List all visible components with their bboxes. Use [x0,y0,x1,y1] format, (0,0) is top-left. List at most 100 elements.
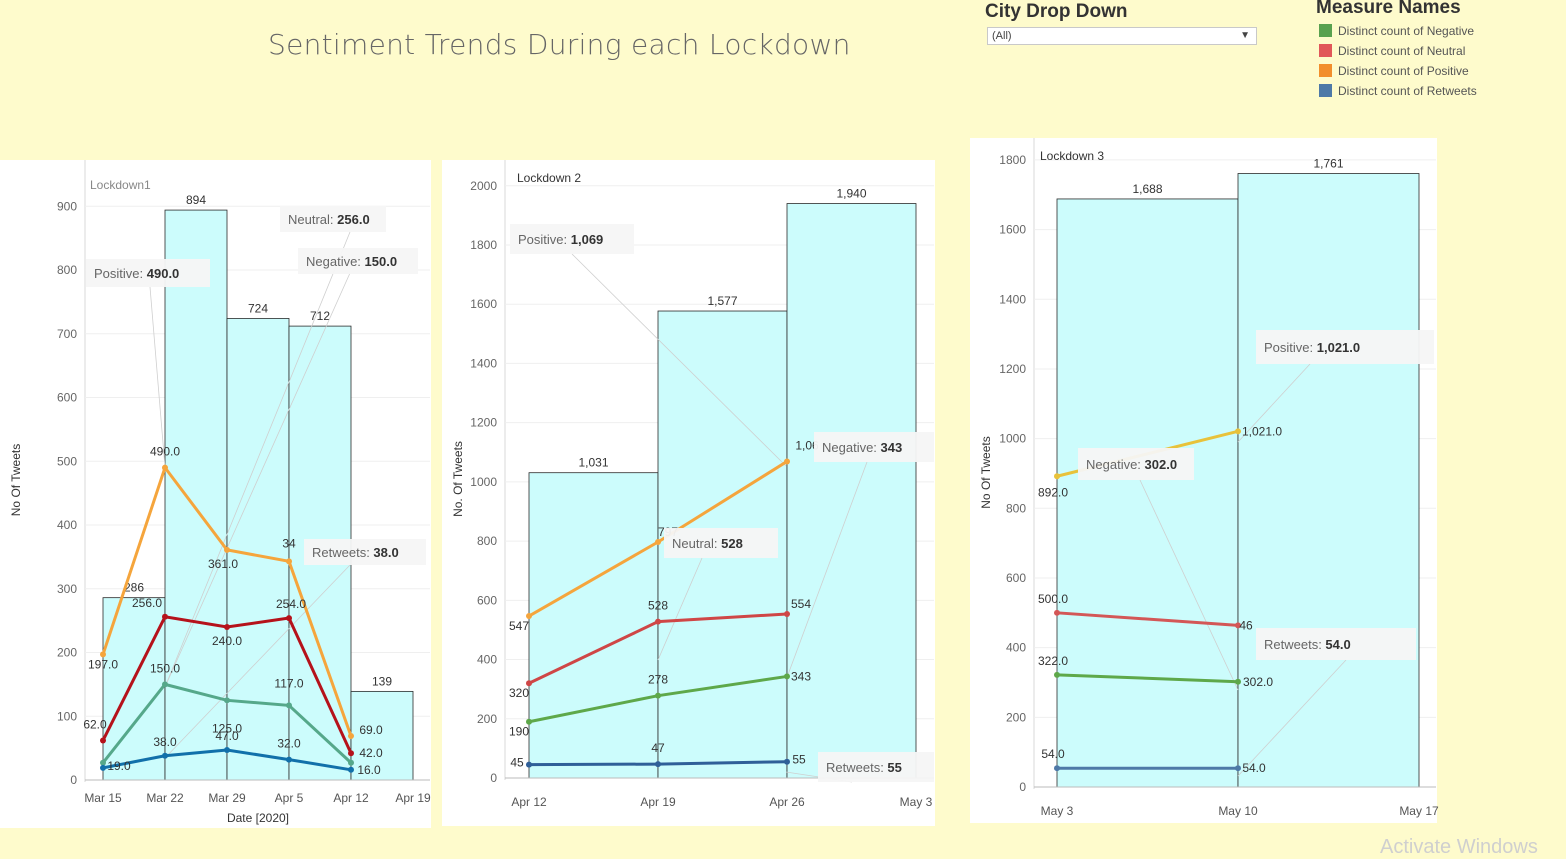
lockdown1-chart[interactable]: 0 100 200 300 400 500 600 700 800 900 286 894 724 712… [0,160,431,828]
annotation-leader-line [164,231,351,688]
data-point[interactable] [1235,622,1241,629]
series-line-neutral[interactable] [1056,611,1239,627]
annotation-value: 343 [881,440,903,455]
data-point[interactable] [655,618,661,625]
lockdown3-chart[interactable]: 0 200 400 600 800 1000 1200 1400 1600 1800 1,688 1,… [970,138,1439,823]
data-point[interactable] [655,692,661,699]
legend-swatch [1319,84,1332,97]
data-point[interactable] [348,759,354,766]
lockdown2-chart[interactable]: 0 200 400 600 800 1000 1200 1400 1600 1800 2000 1,0… [442,160,935,826]
data-point[interactable] [1235,678,1241,685]
data-point[interactable] [1054,765,1060,772]
bar[interactable] [528,472,659,779]
data-point[interactable] [286,615,292,622]
data-point[interactable] [526,680,532,687]
city-dropdown[interactable]: (All) ▼ [987,27,1257,45]
chevron-down-icon[interactable]: ▼ [1240,30,1250,41]
legend-item-positive[interactable]: Distinct count of Positive [1319,64,1469,80]
data-point[interactable] [348,733,354,740]
y-tick-label: 800 [1006,501,1026,515]
bar[interactable] [1237,173,1420,788]
data-point[interactable] [162,613,168,620]
data-point[interactable] [1054,609,1060,616]
data-point[interactable] [100,759,106,766]
data-point[interactable] [526,761,532,768]
data-point[interactable] [784,458,790,465]
annotation-label: Retweets: [1264,637,1325,652]
legend-item-neutral[interactable]: Distinct count of Neutral [1319,44,1465,60]
y-axis-title: No Of Tweets [9,444,23,516]
bar-value-label: 712 [310,309,330,323]
data-point[interactable] [100,737,106,744]
data-point[interactable] [286,702,292,709]
data-point[interactable] [348,766,354,773]
data-point[interactable] [162,464,168,471]
annotation-text: Retweets: 38.0 [312,545,399,560]
data-point[interactable] [348,750,354,757]
annotation-text: Negative: 302.0 [1086,457,1177,472]
annotation-value: 1,021.0 [1317,340,1360,355]
y-tick-label: 600 [477,593,497,607]
data-label: 117.0 [274,676,303,690]
data-point[interactable] [784,610,790,617]
annotation-box [818,752,934,782]
legend-label: Distinct count of Neutral [1338,44,1466,58]
data-point[interactable] [526,718,532,725]
annotation-value: 1,069 [571,232,604,247]
city-dropdown-label: City Drop Down [985,1,1128,22]
legend-item-negative[interactable]: Distinct count of Negative [1319,24,1474,40]
annotation-text: Positive: 490.0 [94,266,179,281]
y-tick-label: 1200 [999,362,1026,376]
y-tick-label: 800 [57,263,77,277]
data-point[interactable] [224,546,230,553]
legend-label: Distinct count of Negative [1338,24,1475,38]
y-tick-label: 200 [1006,710,1026,724]
bar[interactable] [1056,198,1239,788]
data-point[interactable] [100,764,106,771]
data-point[interactable] [1235,428,1241,435]
x-tick-label: Apr 19 [640,795,676,809]
y-tick-label: 400 [57,518,77,532]
y-tick-label: 600 [57,391,77,405]
series-line-negative[interactable] [1056,673,1239,684]
legend-label: Distinct count of Retweets [1338,84,1477,98]
annotation-box [86,259,210,287]
data-point[interactable] [655,538,661,545]
annotation-value: 150.0 [365,254,398,269]
data-point[interactable] [526,613,532,620]
legend-item-retweets[interactable]: Distinct count of Retweets [1319,84,1477,100]
data-point[interactable] [224,624,230,630]
data-point[interactable] [224,747,230,754]
x-tick-label: May 3 [1041,804,1074,818]
data-point[interactable] [1054,671,1060,678]
data-point[interactable] [286,558,292,565]
annotation-text: Negative: 343 [822,440,902,455]
bar[interactable] [226,318,290,781]
bar[interactable] [164,209,228,781]
data-label: 322.0 [1038,654,1068,668]
data-label: 46 [1239,618,1253,632]
data-label: 547 [509,619,529,633]
annotation-box [1256,330,1434,364]
data-point[interactable] [224,697,230,704]
legend-label: Distinct count of Positive [1338,64,1469,78]
city-dropdown-value: (All) [992,30,1012,42]
legend-swatch [1319,24,1332,37]
data-point[interactable] [286,756,292,763]
data-point[interactable] [162,752,168,759]
annotation-label: Positive: [518,232,571,247]
data-point[interactable] [784,758,790,765]
bar-value-label: 286 [124,581,144,595]
data-label: 16.0 [357,763,381,777]
data-point[interactable] [1054,473,1060,480]
data-point[interactable] [655,761,661,768]
data-point[interactable] [162,681,168,688]
annotation-label: Retweets: [826,760,887,775]
annotation-text: Neutral: 256.0 [288,212,370,227]
annotation-leader-line [1237,659,1347,777]
data-point[interactable] [100,651,106,658]
data-point[interactable] [784,673,790,680]
annotation-box [664,528,778,558]
bar[interactable] [786,203,917,779]
data-point[interactable] [1235,765,1241,772]
